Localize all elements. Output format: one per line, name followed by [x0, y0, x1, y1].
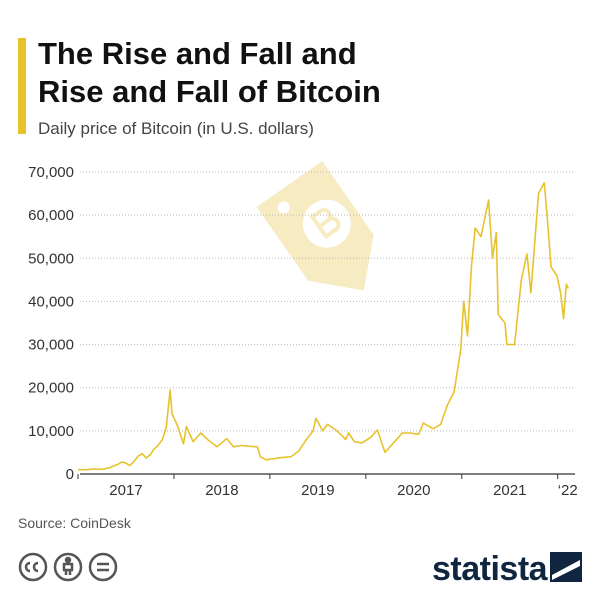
logo-text: statista: [432, 550, 549, 588]
accent-bar: [18, 38, 26, 134]
y-tick-label: 30,000: [28, 337, 74, 354]
chart-title: Rise and Fall of Bitcoin: [38, 74, 381, 109]
x-tick-label: 2018: [205, 482, 238, 499]
x-tick-label: 2019: [301, 482, 334, 499]
y-tick-label: 40,000: [28, 293, 74, 310]
y-tick-label: 10,000: [28, 423, 74, 440]
x-tick-label: 2020: [397, 482, 430, 499]
x-tick-label: ‘22: [558, 482, 578, 499]
license-icons: [18, 552, 118, 582]
logo-mark: [550, 552, 582, 582]
y-tick-label: 50,000: [28, 250, 74, 267]
chart-title: The Rise and Fall and: [38, 36, 357, 71]
chart-subtitle: Daily price of Bitcoin (in U.S. dollars): [38, 119, 314, 138]
bitcoin-tag-icon: [256, 161, 374, 291]
y-tick-label: 60,000: [28, 207, 74, 224]
price-line: [78, 182, 570, 471]
source: Source: CoinDesk: [18, 515, 132, 531]
y-tick-label: 70,000: [28, 164, 74, 181]
x-tick-label: 2021: [493, 482, 526, 499]
x-tick-label: 2017: [109, 482, 142, 499]
y-tick-label: 20,000: [28, 380, 74, 397]
y-tick-label: 0: [66, 466, 74, 483]
